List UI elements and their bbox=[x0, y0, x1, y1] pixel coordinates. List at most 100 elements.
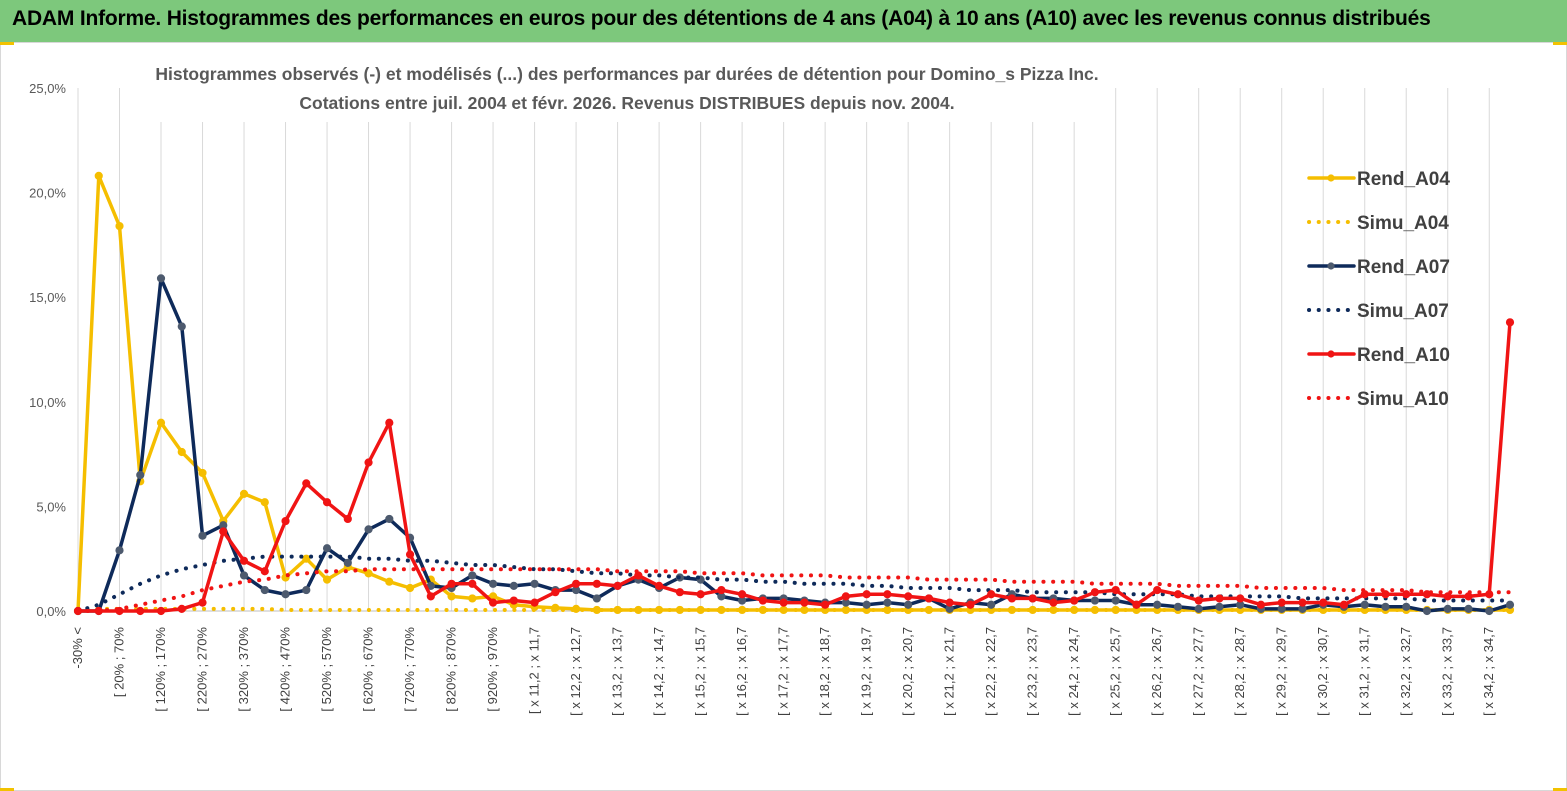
x-tick-label: [ 120% ; 170% bbox=[153, 627, 168, 712]
data-point bbox=[1070, 596, 1079, 605]
data-point bbox=[364, 525, 373, 534]
data-point bbox=[592, 579, 601, 588]
data-point bbox=[385, 577, 394, 586]
data-point bbox=[966, 600, 975, 609]
title-background bbox=[150, 58, 1105, 122]
data-point bbox=[1153, 600, 1162, 609]
data-point bbox=[1422, 590, 1432, 599]
legend-marker bbox=[1327, 262, 1335, 270]
x-tick-label: [ x 26,2 ; x 26,7 bbox=[1149, 627, 1164, 716]
data-point bbox=[1443, 592, 1452, 601]
data-point bbox=[758, 596, 767, 605]
data-point bbox=[447, 579, 456, 588]
x-tick-label: [ x 20,2 ; x 20,7 bbox=[900, 627, 915, 716]
data-point bbox=[1173, 602, 1183, 611]
data-point bbox=[364, 569, 373, 578]
chart-title: Histogrammes observés (-) et modélisés (… bbox=[155, 64, 1098, 84]
series-line-simu-a10 bbox=[76, 567, 1512, 613]
x-tick-label: [ x 24,2 ; x 24,7 bbox=[1066, 627, 1081, 716]
data-point bbox=[1485, 606, 1494, 616]
data-point bbox=[156, 274, 166, 283]
series-line-simu-a07 bbox=[76, 554, 1512, 613]
data-point bbox=[738, 590, 747, 599]
data-point bbox=[1505, 600, 1515, 609]
x-tick-label: [ x 12,2 ; x 12,7 bbox=[568, 627, 583, 716]
data-point bbox=[322, 575, 332, 584]
x-tick-label: [ x 16,2 ; x 16,7 bbox=[734, 627, 749, 716]
legend-label: Simu_A07 bbox=[1357, 301, 1449, 322]
data-point bbox=[239, 571, 249, 580]
data-point bbox=[488, 598, 498, 607]
data-point bbox=[1422, 606, 1432, 616]
x-tick-label: [ 820% ; 870% bbox=[444, 627, 459, 712]
banner-title: ADAM Informe. Histogrammes des performan… bbox=[12, 7, 1431, 30]
title-banner: ADAM Informe. Histogrammes des performan… bbox=[0, 0, 1567, 43]
data-point bbox=[488, 579, 498, 588]
chart-subtitle: Cotations entre juil. 2004 et févr. 2026… bbox=[299, 93, 954, 113]
data-point bbox=[302, 585, 311, 595]
x-tick-label: [ x 33,2 ; x 33,7 bbox=[1440, 627, 1455, 716]
data-point bbox=[426, 592, 435, 601]
data-point bbox=[1339, 600, 1349, 609]
data-point bbox=[385, 418, 394, 427]
data-point bbox=[883, 590, 892, 599]
legend-label: Rend_A07 bbox=[1357, 257, 1450, 278]
data-point bbox=[1111, 585, 1120, 595]
legend-label: Rend_A04 bbox=[1357, 169, 1450, 190]
legend-label: Simu_A04 bbox=[1357, 213, 1449, 234]
data-point bbox=[1215, 594, 1224, 603]
x-tick-label: [ 620% ; 670% bbox=[361, 627, 376, 712]
corner-mark-top-left bbox=[0, 42, 14, 45]
data-point bbox=[945, 598, 954, 607]
data-point bbox=[1153, 585, 1162, 595]
x-tick-label: [ 420% ; 470% bbox=[278, 627, 293, 712]
data-point bbox=[468, 571, 477, 580]
data-point bbox=[468, 579, 477, 588]
data-point bbox=[156, 418, 166, 427]
data-point bbox=[136, 470, 145, 480]
corner-mark-top-right bbox=[1553, 42, 1567, 45]
data-point bbox=[343, 514, 352, 524]
data-point bbox=[509, 581, 518, 590]
corner-mark-bottom-left bbox=[0, 788, 14, 791]
y-tick-label: 20,0% bbox=[29, 186, 66, 201]
data-point bbox=[655, 581, 664, 590]
data-point bbox=[1090, 596, 1100, 605]
y-tick-label: 25,0% bbox=[29, 81, 66, 96]
x-tick-label: [ x 23,2 ; x 23,7 bbox=[1025, 627, 1040, 716]
data-point bbox=[592, 605, 601, 615]
data-point bbox=[862, 590, 871, 599]
x-tick-label: -30% < bbox=[70, 627, 85, 669]
data-point bbox=[1049, 598, 1058, 607]
data-point bbox=[1132, 600, 1141, 609]
data-point bbox=[468, 594, 477, 603]
series bbox=[73, 171, 1515, 616]
x-tick-label: [ x 14,2 ; x 14,7 bbox=[651, 627, 666, 716]
data-point bbox=[115, 221, 124, 231]
data-point bbox=[281, 590, 290, 599]
data-point bbox=[1215, 602, 1224, 611]
x-tick-label: [ x 25,2 ; x 25,7 bbox=[1108, 627, 1123, 716]
x-tick-label: [ x 11,2 ; x 11,7 bbox=[527, 627, 542, 714]
x-tick-label: [ x 15,2 ; x 15,7 bbox=[693, 627, 708, 716]
data-point bbox=[1256, 600, 1266, 609]
x-tick-label: [ 720% ; 770% bbox=[402, 627, 417, 712]
x-tick-label: [ x 21,2 ; x 21,7 bbox=[942, 627, 957, 716]
legend-marker bbox=[1327, 174, 1335, 182]
x-tick-label: [ x 27,2 ; x 27,7 bbox=[1191, 627, 1206, 716]
data-point bbox=[841, 592, 850, 601]
x-tick-label: [ 920% ; 970% bbox=[485, 627, 500, 712]
data-point bbox=[302, 479, 311, 488]
series-line-rend-a07 bbox=[76, 276, 1512, 613]
data-point bbox=[530, 579, 539, 588]
data-point bbox=[136, 606, 145, 616]
data-point bbox=[447, 592, 456, 601]
data-point bbox=[239, 489, 249, 498]
data-point bbox=[1381, 602, 1390, 611]
data-point bbox=[1402, 590, 1411, 599]
y-tick-label: 5,0% bbox=[36, 499, 66, 514]
data-point bbox=[260, 567, 269, 576]
data-point bbox=[281, 516, 290, 526]
chart-titles: Histogrammes observés (-) et modélisés (… bbox=[150, 58, 1105, 122]
data-point bbox=[94, 171, 103, 180]
